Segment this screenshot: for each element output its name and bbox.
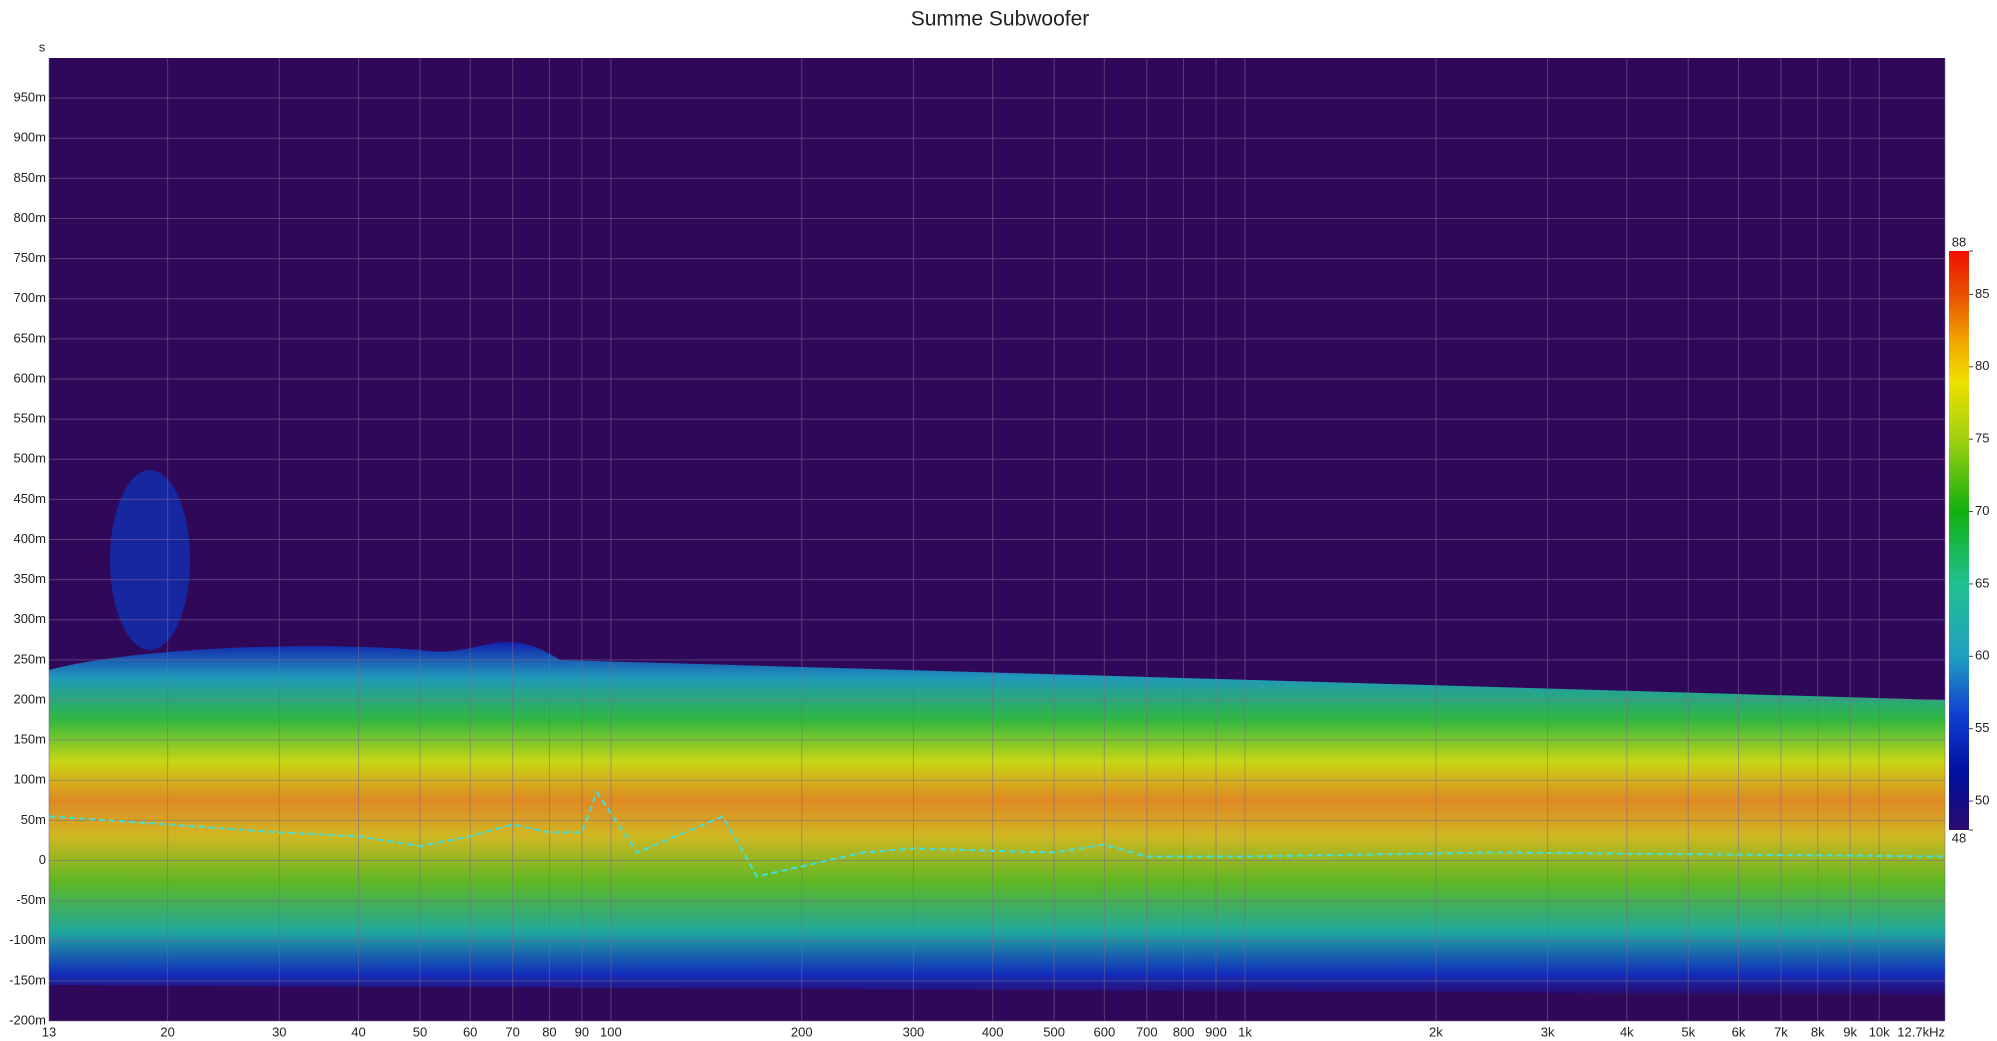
marks xyxy=(48,790,1946,878)
y-tick-label: -50m xyxy=(16,892,46,907)
spectrogram-blob xyxy=(110,470,190,650)
y-axis-label: s xyxy=(39,39,46,54)
x-tick-label: 2k xyxy=(1429,1024,1443,1039)
grid xyxy=(48,58,1946,1022)
x-tick-label: 600 xyxy=(1093,1024,1115,1039)
x-tick-label: 400 xyxy=(982,1024,1004,1039)
x-tick-label: 70 xyxy=(505,1024,519,1039)
x-tick-label: 3k xyxy=(1541,1024,1555,1039)
x-tick-label: 800 xyxy=(1173,1024,1195,1039)
x-tick-label: 13 xyxy=(42,1024,56,1039)
colorbar-tick-label: 88 xyxy=(1952,234,1966,249)
x-tick-label: 30 xyxy=(272,1024,286,1039)
x-tick-label: 500 xyxy=(1043,1024,1065,1039)
colorbar-tick-label: 80 xyxy=(1975,358,1989,373)
y-tick-label: -100m xyxy=(9,932,46,947)
x-tick-label: 20 xyxy=(160,1024,174,1039)
x-tick-label: 4k xyxy=(1620,1024,1634,1039)
chart-title: Summe Subwoofer xyxy=(911,8,1090,31)
x-tick-label: 900 xyxy=(1205,1024,1227,1039)
colorbar-tick-label: 48 xyxy=(1952,830,1966,845)
x-tick-label: 200 xyxy=(791,1024,813,1039)
y-tick-label: 200m xyxy=(13,691,46,706)
colorbar-tick-label: 70 xyxy=(1975,503,1989,518)
colorbar-tick-label: 65 xyxy=(1975,575,1989,590)
y-tick-label: 50m xyxy=(21,812,46,827)
x-tick-label: 300 xyxy=(903,1024,925,1039)
y-tick-label: 700m xyxy=(13,290,46,305)
colorbar-tick-label: 85 xyxy=(1975,286,1989,301)
x-tick-label: 8k xyxy=(1811,1024,1825,1039)
x-tick-label: 5k xyxy=(1681,1024,1695,1039)
spectrogram-band xyxy=(49,641,1945,995)
x-tick-label: 90 xyxy=(575,1024,589,1039)
colorbar-tick-label: 50 xyxy=(1975,792,1989,807)
x-tick-label: 10k xyxy=(1869,1024,1890,1039)
y-tick-label: 650m xyxy=(13,330,46,345)
x-tick-label: 50 xyxy=(413,1024,427,1039)
x-tick-label: 100 xyxy=(600,1024,622,1039)
x-tick-label: 700 xyxy=(1136,1024,1158,1039)
x-tick-label: 1k xyxy=(1238,1024,1252,1039)
y-tick-label: 950m xyxy=(13,90,46,105)
y-tick-label: 350m xyxy=(13,571,46,586)
y-tick-label: 400m xyxy=(13,531,46,546)
colorbar-tick-label: 55 xyxy=(1975,720,1989,735)
y-tick-label: 300m xyxy=(13,611,46,626)
peak-line xyxy=(48,790,1946,878)
y-tick-label: 550m xyxy=(13,411,46,426)
y-tick-label: -200m xyxy=(9,1012,46,1027)
y-tick-label: 750m xyxy=(13,250,46,265)
x-tick-label: 9k xyxy=(1843,1024,1857,1039)
y-tick-label: 450m xyxy=(13,491,46,506)
y-tick-label: 600m xyxy=(13,370,46,385)
y-tick-label: 0 xyxy=(39,852,46,867)
y-tick-label: 900m xyxy=(13,130,46,145)
x-tick-label: 40 xyxy=(351,1024,365,1039)
y-tick-label: -150m xyxy=(9,972,46,987)
x-tick-label: 7k xyxy=(1774,1024,1788,1039)
y-tick-label: 250m xyxy=(13,651,46,666)
x-tick-label: 80 xyxy=(542,1024,556,1039)
y-tick-label: 150m xyxy=(13,732,46,747)
colorbar-tick-label: 75 xyxy=(1975,431,1989,446)
x-tick-label: 12.7kHz xyxy=(1897,1024,1945,1039)
y-tick-label: 100m xyxy=(13,772,46,787)
y-tick-label: 500m xyxy=(13,451,46,466)
x-tick-label: 60 xyxy=(463,1024,477,1039)
colorbar xyxy=(1949,251,1969,830)
colorbar-tick-label: 60 xyxy=(1975,648,1989,663)
y-tick-label: 800m xyxy=(13,210,46,225)
x-tick-label: 6k xyxy=(1732,1024,1746,1039)
y-tick-label: 850m xyxy=(13,170,46,185)
